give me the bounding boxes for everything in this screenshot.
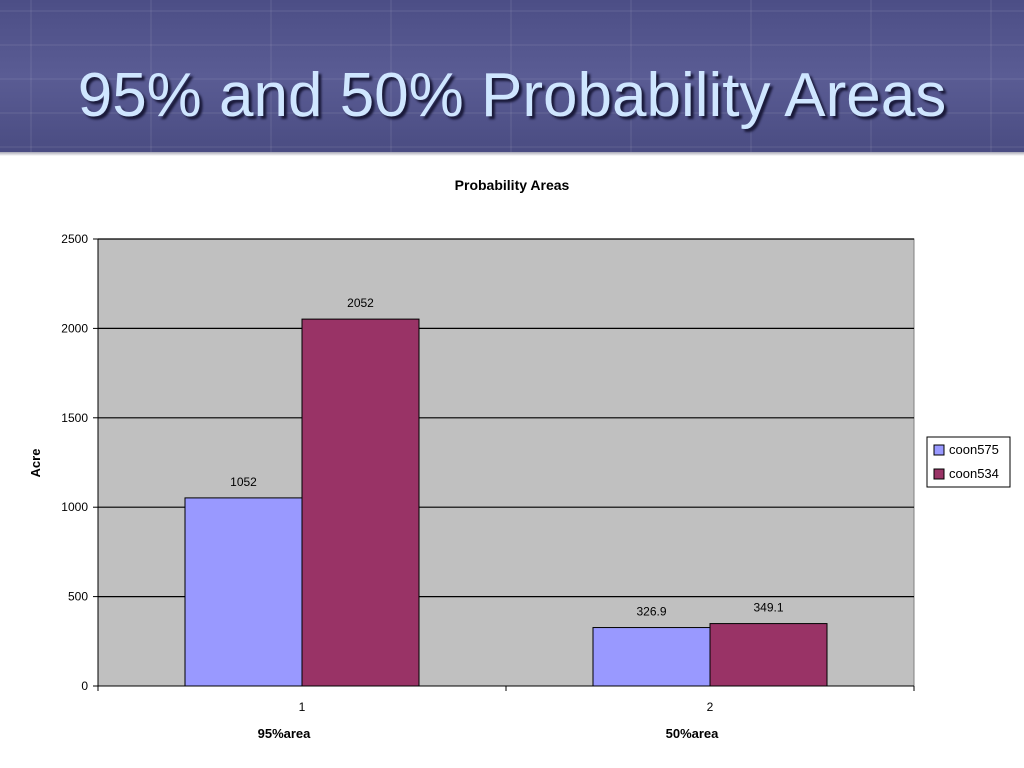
data-labels: 1052 326.9 2052 349.1	[230, 296, 784, 618]
legend-swatch-coon534	[933, 468, 945, 480]
slide-title: 95% and 50% Probability Areas	[77, 61, 947, 130]
category-labels: 95%area 50%area	[258, 726, 720, 741]
bar-coon534-1	[301, 318, 420, 687]
bars	[184, 318, 828, 687]
legend-label-coon534: coon534	[949, 466, 999, 481]
x-tick-label: 2	[707, 700, 714, 714]
y-tick-label: 1500	[61, 411, 88, 425]
slide-header	[0, 0, 1024, 152]
bar-coon575-1	[184, 497, 303, 687]
header-shadow	[0, 152, 1024, 156]
data-label: 2052	[347, 296, 374, 310]
legend-label-coon575: coon575	[949, 442, 999, 457]
x-tick-label: 1	[299, 700, 306, 714]
bar-coon534-2	[709, 623, 828, 687]
data-label: 1052	[230, 475, 257, 489]
bar-coon575-2	[592, 627, 711, 687]
y-tick-label: 0	[81, 679, 88, 693]
axes	[93, 238, 915, 691]
legend-swatch-coon575	[933, 444, 945, 456]
data-label: 349.1	[753, 601, 783, 615]
header-grid-pattern	[0, 0, 1024, 152]
chart-title: Probability Areas	[455, 177, 570, 193]
y-tick-labels: 0 500 1000 1500 2000 2500	[61, 232, 88, 693]
y-axis-label: Acre	[28, 449, 43, 478]
category-label: 95%area	[258, 726, 312, 741]
y-tick-label: 2500	[61, 232, 88, 246]
data-label: 326.9	[636, 605, 666, 619]
y-tick-label: 2000	[61, 321, 88, 335]
y-tick-label: 500	[68, 590, 88, 604]
category-label: 50%area	[666, 726, 720, 741]
legend: coon575 coon534	[926, 436, 1011, 488]
y-tick-label: 1000	[61, 500, 88, 514]
